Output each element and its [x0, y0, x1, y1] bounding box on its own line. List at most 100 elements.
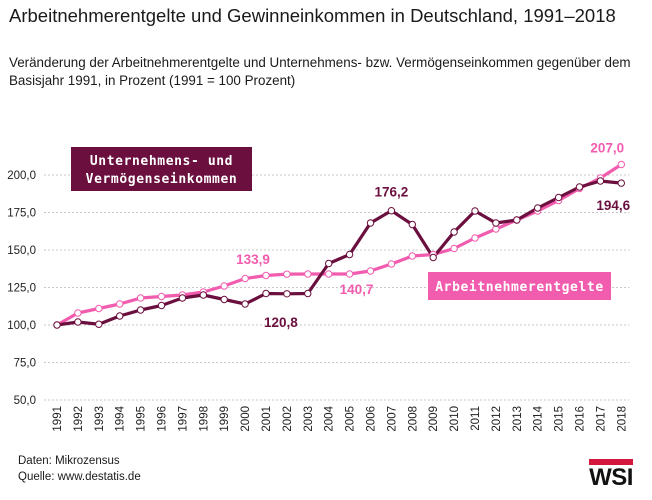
data-point [262, 271, 270, 280]
x-tick-label: 2014 [533, 405, 545, 431]
data-point [450, 228, 458, 236]
data-point [178, 294, 187, 302]
data-point [283, 290, 291, 298]
y-tick-label: 175,0 [7, 208, 36, 220]
logo-red-bar [589, 459, 633, 465]
source-data: Daten: Mikrozensus [18, 455, 120, 467]
data-point [617, 179, 625, 187]
data-point [429, 253, 437, 262]
data-label: 120,8 [264, 315, 298, 330]
data-point [116, 312, 124, 320]
data-point [492, 225, 500, 233]
data-point [366, 219, 375, 227]
wsi-logo: WSI [589, 459, 633, 491]
data-point [345, 250, 354, 259]
data-point [366, 267, 375, 275]
data-point [95, 304, 103, 313]
data-label: 194,6 [596, 198, 630, 213]
x-tick-label: 2009 [428, 406, 440, 432]
x-tick-label: 2006 [366, 406, 378, 432]
data-point [116, 300, 124, 308]
x-tick-label: 2004 [324, 405, 336, 431]
x-tick-label: 1999 [219, 406, 231, 432]
data-point [450, 244, 458, 253]
x-tick-label: 2017 [595, 406, 607, 432]
data-point [241, 274, 249, 283]
y-tick-label: 100,0 [7, 320, 36, 332]
source-note: Daten: Mikrozensus Quelle: www.destatis.… [18, 453, 141, 485]
data-point [345, 270, 354, 278]
data-point [617, 160, 625, 169]
data-labels: 207,0 133,9 140,7 176,2 120,8 194,6 [236, 141, 631, 330]
data-point [408, 252, 416, 260]
x-tick-label: 2013 [512, 406, 524, 432]
x-axis: 1991 1992 1993 1994 1995 1996 1997 1998 1999 2000… [52, 405, 628, 431]
data-point [74, 318, 82, 326]
x-tick-label: 2005 [345, 406, 357, 432]
data-point [157, 301, 166, 310]
data-point [492, 219, 500, 227]
data-point [513, 216, 521, 224]
x-tick-label: 2003 [303, 406, 315, 432]
x-tick-label: 2018 [616, 406, 628, 432]
x-tick-label: 1991 [52, 406, 64, 432]
data-point [325, 259, 333, 268]
x-tick-label: 1995 [136, 406, 148, 432]
chart-subtitle: Veränderung der Arbeitnehmerentgelte und… [9, 55, 631, 88]
y-tick-label: 125,0 [7, 283, 36, 295]
y-tick-label: 75,0 [14, 358, 36, 370]
data-label: 140,7 [340, 282, 374, 297]
x-tick-label: 2016 [575, 406, 587, 432]
data-point [596, 177, 605, 185]
x-tick-label: 2010 [449, 406, 461, 432]
chart-title: Arbeitnehmerentgelte und Gewinneinkommen… [9, 5, 616, 26]
series-legend-boxes: Unternehmens- und Vermögenseinkommen Arbei… [71, 147, 611, 300]
data-point [95, 320, 103, 328]
data-point [304, 289, 312, 298]
data-label: 207,0 [590, 141, 624, 156]
data-point [157, 292, 166, 301]
x-tick-label: 2007 [386, 406, 398, 432]
legend-box [71, 147, 252, 191]
x-tick-label: 1998 [198, 406, 210, 432]
source-origin: Quelle: www.destatis.de [18, 471, 141, 483]
data-point [554, 193, 563, 202]
data-label: 176,2 [375, 185, 409, 200]
x-tick-label: 2012 [491, 406, 503, 432]
legend-label: Unternehmens- und [90, 154, 233, 169]
x-tick-label: 2015 [554, 406, 566, 432]
data-point [220, 295, 228, 304]
x-tick-label: 2011 [470, 406, 482, 431]
data-point [262, 289, 270, 298]
x-tick-label: 1996 [157, 406, 169, 432]
data-point [199, 291, 208, 299]
data-label: 133,9 [236, 252, 270, 267]
data-point [241, 300, 249, 308]
x-tick-label: 2001 [261, 406, 273, 432]
y-tick-label: 200,0 [7, 170, 36, 182]
legend-box [428, 272, 611, 300]
data-point [53, 321, 61, 329]
y-tick-label: 150,0 [7, 245, 36, 257]
x-tick-label: 2000 [240, 406, 252, 432]
x-tick-label: 2002 [282, 406, 294, 432]
data-point [408, 220, 416, 229]
data-point [304, 270, 312, 278]
x-tick-label: 1994 [115, 405, 127, 431]
series-line [55, 179, 623, 327]
data-point [74, 309, 82, 317]
data-point [471, 234, 479, 242]
legend-label: Vermögenseinkommen [86, 172, 238, 187]
x-tick-label: 2008 [407, 406, 419, 432]
legend-label: Arbeitnehmerentgelte [435, 280, 604, 295]
x-tick-label: 1993 [94, 406, 106, 432]
x-tick-label: 1997 [177, 406, 189, 432]
data-point [136, 294, 145, 302]
data-point [387, 207, 396, 215]
data-point [387, 260, 396, 268]
y-tick-label: 50,0 [14, 395, 36, 407]
data-point [325, 270, 333, 278]
data-point [220, 282, 228, 290]
y-axis: 50,0 75,0 100,0 125,0 150,0 175,0 200,0 [7, 170, 36, 407]
